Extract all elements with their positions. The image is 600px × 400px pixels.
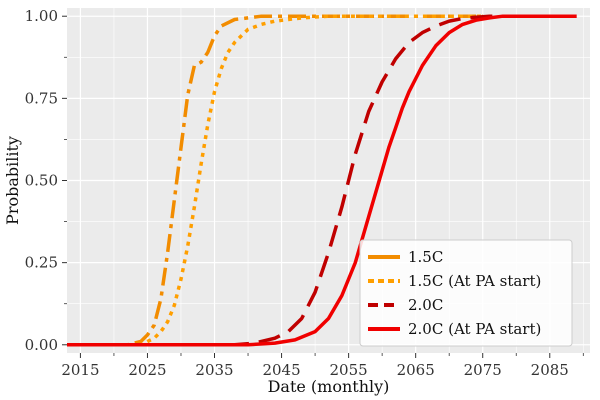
series-lines [67, 14, 577, 347]
x-axis-label: Date (monthly) [268, 377, 390, 396]
x-tick-label: 2085 [531, 361, 569, 379]
y-tick-label: 1.00 [25, 7, 58, 25]
axis-ticks: 2015 2025 2035 2045 2055 2065 2075 2085 0.00 0.25… [25, 7, 584, 379]
legend-label: 2.0C [408, 296, 443, 314]
y-tick-label: 0.75 [25, 89, 58, 107]
x-tick-label: 2035 [195, 361, 233, 379]
legend-label: 2.0C (At PA start) [408, 320, 541, 338]
x-tick-label: 2055 [330, 361, 368, 379]
legend-label: 1.5C (At PA start) [408, 272, 541, 290]
legend-label: 1.5C [408, 248, 443, 266]
series-line-2 [67, 14, 483, 347]
y-tick-label: 0.25 [25, 254, 58, 272]
y-axis-label: Probability [3, 136, 22, 225]
legend-box [359, 239, 573, 347]
series-line-1 [67, 14, 483, 347]
series-line-3 [67, 14, 577, 347]
x-tick-label: 2075 [464, 361, 502, 379]
x-tick-label: 2045 [262, 361, 300, 379]
x-tick-label: 2065 [397, 361, 435, 379]
x-tick-label: 2025 [128, 361, 166, 379]
y-tick-label: 0.50 [25, 172, 58, 190]
series-line-4 [67, 14, 577, 347]
legend: 1.5C 1.5C (At PA start) 2.0C 2.0C (At PA st… [359, 239, 573, 347]
y-tick-label: 0.00 [25, 336, 58, 354]
x-tick-label: 2015 [61, 361, 99, 379]
